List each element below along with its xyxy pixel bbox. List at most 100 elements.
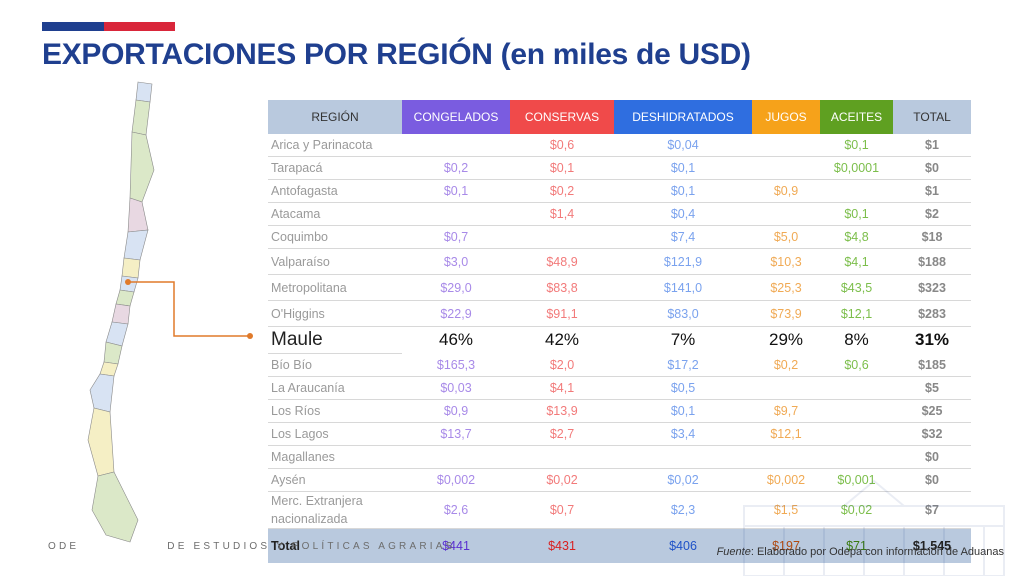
table-row: Antofagasta $0,1 $0,2 $0,1 $0,9 $1 xyxy=(268,179,971,203)
footer-organization: ODE DE ESTUDIOS Y POLÍTICAS AGRARIAS xyxy=(48,541,455,552)
table-row: Maule 46% 42% 7% 29% 8% 31% xyxy=(268,326,971,354)
source-label: Fuente xyxy=(716,546,751,558)
cell-conservas: $2,0 xyxy=(510,353,614,377)
cell-deshidratados: $3,4 xyxy=(614,422,752,446)
cell-total: $185 xyxy=(893,353,971,377)
cell-aceites xyxy=(820,445,893,469)
cell-jugos: $73,9 xyxy=(752,300,820,327)
table-row: Coquimbo $0,7 $7,4 $5,0 $4,8 $18 xyxy=(268,225,971,249)
map-region-atacama xyxy=(127,197,149,233)
total-congelados: $441 xyxy=(402,528,510,563)
maule-pointer-line xyxy=(125,279,253,339)
col-header-region: REGIÓN xyxy=(268,100,402,134)
cell-deshidratados: $0,1 xyxy=(614,156,752,180)
cell-total: $0 xyxy=(893,156,971,180)
exports-by-region-table: REGIÓN CONGELADOS CONSERVAS DESHIDRATADO… xyxy=(268,100,971,563)
footer-org-left: ODE xyxy=(48,541,80,552)
cell-total: $323 xyxy=(893,274,971,301)
cell-aceites xyxy=(820,376,893,400)
cell-jugos: 29% xyxy=(768,330,804,350)
table-row: Atacama $1,4 $0,4 $0,1 $2 xyxy=(268,202,971,226)
cell-conservas: $0,1 xyxy=(510,156,614,180)
cell-congelados: $2,6 xyxy=(402,491,510,529)
cell-total: $0 xyxy=(893,468,971,492)
cell-deshidratados xyxy=(614,445,752,469)
total-aceites: $71 xyxy=(820,528,893,563)
cell-conservas xyxy=(510,225,614,249)
cell-aceites: 8% xyxy=(844,330,869,350)
region-name: Tarapacá xyxy=(268,156,402,180)
cell-conservas: $1,4 xyxy=(510,202,614,226)
table-row: Los Lagos $13,7 $2,7 $3,4 $12,1 $32 xyxy=(268,422,971,446)
cell-jugos: $10,3 xyxy=(752,248,820,275)
cell-aceites: $0,0001 xyxy=(820,156,893,180)
cell-total: $25 xyxy=(893,399,971,423)
region-name: Maule xyxy=(268,326,402,354)
cell-total: $18 xyxy=(893,225,971,249)
source-note: Fuente: Elaborado por Odepa con informac… xyxy=(717,546,1004,558)
cell-total: $1 xyxy=(893,179,971,203)
region-name: Coquimbo xyxy=(268,225,402,249)
cell-deshidratados: $17,2 xyxy=(614,353,752,377)
cell-jugos xyxy=(752,445,820,469)
map-region-tarapaca xyxy=(131,99,151,136)
cell-deshidratados: $0,5 xyxy=(614,376,752,400)
cell-congelados: $0,7 xyxy=(402,225,510,249)
cell-deshidratados: $83,0 xyxy=(614,300,752,327)
col-header-conservas: CONSERVAS xyxy=(510,100,614,134)
cell-aceites: $0,1 xyxy=(820,202,893,226)
cell-congelados: 46% xyxy=(438,330,474,350)
col-header-deshidratados: DESHIDRATADOS xyxy=(614,100,752,134)
row-marker-dot xyxy=(247,333,253,339)
region-name: Metropolitana xyxy=(268,274,402,301)
cell-jugos xyxy=(752,134,820,157)
map-region-los-rios xyxy=(99,361,119,377)
table-row: Bío Bío $165,3 $2,0 $17,2 $0,2 $0,6 $185 xyxy=(268,353,971,377)
cell-deshidratados: $141,0 xyxy=(614,274,752,301)
cell-total: $0 xyxy=(893,445,971,469)
region-name: Magallanes xyxy=(268,445,402,469)
cell-deshidratados: $7,4 xyxy=(614,225,752,249)
cell-congelados: $0,002 xyxy=(402,468,510,492)
col-header-total: TOTAL xyxy=(893,100,971,134)
cell-congelados: $165,3 xyxy=(402,353,510,377)
total-label: Total xyxy=(268,528,402,563)
cell-aceites xyxy=(820,422,893,446)
map-region-coquimbo xyxy=(123,229,149,261)
cell-congelados: $3,0 xyxy=(402,248,510,275)
cell-congelados: $0,2 xyxy=(402,156,510,180)
brand-color-bar xyxy=(42,22,175,31)
total-deshidratados: $406 xyxy=(614,528,752,563)
cell-deshidratados: $121,9 xyxy=(614,248,752,275)
cell-deshidratados: $0,4 xyxy=(614,202,752,226)
region-name: Atacama xyxy=(268,202,402,226)
region-name: La Araucanía xyxy=(268,376,402,400)
total-jugos: $197 xyxy=(752,528,820,563)
region-name: Bío Bío xyxy=(268,353,402,377)
cell-aceites xyxy=(820,399,893,423)
cell-jugos: $0,2 xyxy=(752,353,820,377)
region-name: Arica y Parinacota xyxy=(268,134,402,157)
table-row: Tarapacá $0,2 $0,1 $0,1 $0,0001 $0 xyxy=(268,156,971,180)
table-row: Arica y Parinacota $0,6 $0,04 $0,1 $1 xyxy=(268,134,971,157)
building-watermark xyxy=(743,479,1005,576)
cell-conservas: $91,1 xyxy=(510,300,614,327)
region-name: Merc. Extranjera nacionalizada xyxy=(268,491,402,529)
table-row: O'Higgins $22,9 $91,1 $83,0 $73,9 $12,1 $283 xyxy=(268,300,971,327)
cell-conservas: $0,6 xyxy=(510,134,614,157)
cell-conservas: $2,7 xyxy=(510,422,614,446)
cell-conservas: $0,02 xyxy=(510,468,614,492)
cell-jugos: $9,7 xyxy=(752,399,820,423)
cell-deshidratados: $0,04 xyxy=(614,134,752,157)
col-header-congelados: CONGELADOS xyxy=(402,100,510,134)
cell-aceites: $4,8 xyxy=(820,225,893,249)
cell-total: $188 xyxy=(893,248,971,275)
cell-congelados: $0,9 xyxy=(402,399,510,423)
cell-conservas: 42% xyxy=(544,330,580,350)
cell-aceites: $43,5 xyxy=(820,274,893,301)
col-header-jugos: JUGOS xyxy=(752,100,820,134)
cell-aceites xyxy=(820,179,893,203)
brand-bar-red xyxy=(104,22,175,31)
cell-congelados: $0,1 xyxy=(402,179,510,203)
table-row: Aysén $0,002 $0,02 $0,02 $0,002 $0,001 $0 xyxy=(268,468,971,492)
